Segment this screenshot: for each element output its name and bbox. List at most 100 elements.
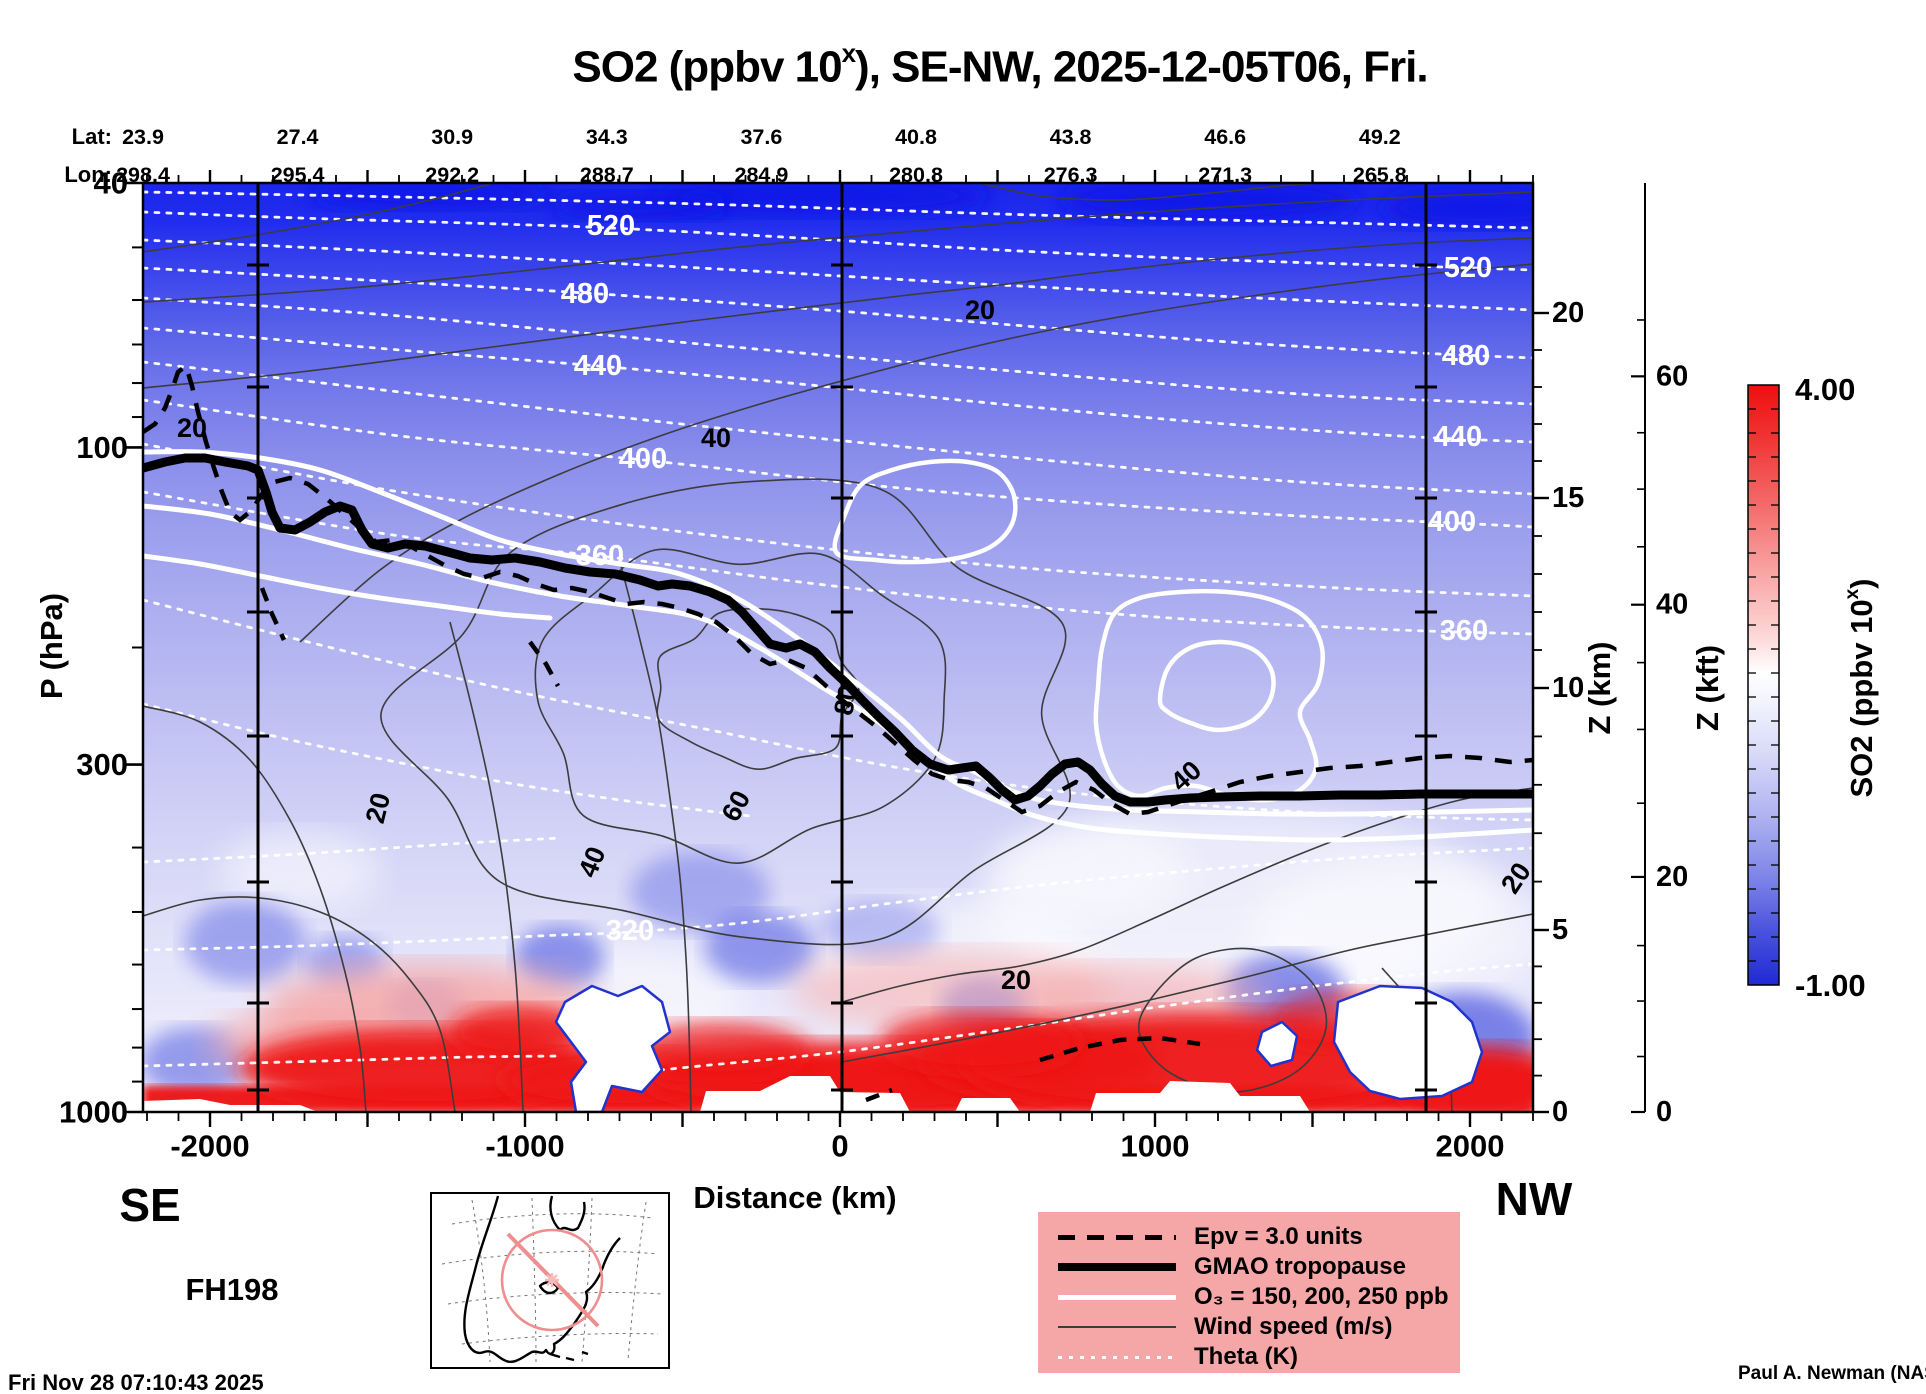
lat-value: 40.8 — [895, 125, 937, 149]
legend-item-tropopause: GMAO tropopause — [1058, 1252, 1460, 1282]
lon-value: 292.2 — [425, 163, 479, 187]
map-coastline — [463, 1195, 621, 1364]
contour-label-20: 20 — [965, 295, 995, 325]
x-tick-label: -1000 — [485, 1129, 564, 1164]
contour-label-20: 20 — [360, 790, 396, 826]
zkm-tick-label: 10 — [1552, 672, 1584, 704]
contour-label-320: 320 — [606, 915, 654, 947]
colorbar-title: SO2 (ppbv 10x) — [1841, 578, 1879, 798]
legend-item-theta: Theta (K) — [1058, 1342, 1460, 1372]
axis-tick-labels: -2000 -1000 0 1000 2000 40 100 300 1000 20 15 10 5 0 6… — [59, 125, 1688, 1164]
contour-label-400: 400 — [619, 443, 667, 475]
zkft-tick-label: 60 — [1656, 360, 1688, 392]
legend: Epv = 3.0 units GMAO tropopause O₃ = 150… — [1038, 1212, 1460, 1373]
wind-contour-loop — [656, 607, 860, 771]
red-blob — [630, 1022, 810, 1078]
terrain-cutout — [554, 984, 672, 1112]
blue-blob — [705, 913, 815, 983]
lat-value: 23.9 — [122, 125, 164, 149]
lat-value: 49.2 — [1359, 125, 1401, 149]
legend-item-ozone: O₃ = 150, 200, 250 ppb — [1058, 1282, 1460, 1312]
contour-label-80: 80 — [828, 682, 864, 718]
dark-blue-blob — [1380, 188, 1533, 228]
theta-contour — [143, 326, 1533, 444]
x-axis-title: Distance (km) — [693, 1180, 897, 1215]
ozone-contour — [143, 449, 1533, 817]
contour-labels: 520 480 440 400 360 320 520 480 440 400 360 20 40 20 8… — [177, 210, 1533, 995]
contour-label-40: 40 — [701, 423, 731, 453]
contour-label-440: 440 — [574, 350, 622, 382]
axis-ticks — [125, 170, 1646, 1127]
theta-contour — [143, 836, 562, 864]
blue-blob — [630, 852, 770, 932]
terrain-cutout — [700, 1076, 910, 1112]
wind-contour — [143, 896, 456, 1112]
dark-blue-blob — [650, 183, 990, 216]
wind-contour — [143, 183, 491, 253]
lat-value: 46.6 — [1204, 125, 1246, 149]
theta-contour — [598, 962, 1533, 1078]
contour-label-480: 480 — [561, 278, 609, 310]
lon-value: 280.8 — [889, 163, 943, 187]
terrain-cutouts — [143, 984, 1484, 1112]
section-circle — [500, 1228, 604, 1332]
lat-value: 34.3 — [586, 125, 628, 149]
zkm-tick-label: 5 — [1552, 914, 1568, 946]
zkft-tick-label: 40 — [1656, 589, 1688, 621]
ozone-contour — [143, 553, 553, 621]
ozone-contour — [143, 503, 1533, 843]
colorbar-max: 4.00 — [1795, 372, 1856, 407]
dark-blue-blob — [310, 183, 550, 209]
x-tick-label: 1000 — [1121, 1129, 1190, 1164]
theta-contour — [143, 266, 1533, 360]
lon-value: 298.4 — [116, 163, 170, 187]
contour-label-360: 360 — [576, 540, 624, 572]
wind-contour-loop — [534, 548, 947, 864]
contour-label-520: 520 — [1444, 252, 1492, 284]
tropopause-line-sample — [1058, 1263, 1176, 1271]
light-blob — [990, 820, 1190, 920]
locator-map — [430, 1192, 670, 1369]
ozone-line-sample — [1058, 1294, 1176, 1300]
wind-contour — [299, 263, 1533, 643]
terrain-cutout — [1332, 984, 1484, 1101]
contour-label-360: 360 — [1440, 615, 1488, 647]
colorbar-min: -1.00 — [1795, 968, 1866, 1003]
lon-row-label: Lon: — [64, 162, 112, 187]
lon-value: 295.4 — [271, 163, 325, 187]
epv-line-sample — [1058, 1234, 1176, 1240]
zkm-tick-label: 0 — [1552, 1096, 1568, 1128]
dark-blue-blob — [550, 192, 730, 220]
terrain-cutout — [143, 1099, 318, 1112]
theta-contour — [143, 702, 752, 818]
wind-contour — [979, 183, 1321, 201]
theta-contour — [143, 210, 1533, 272]
colorbar-ticks — [1748, 408, 1779, 962]
theta-line-sample — [1058, 1355, 1176, 1359]
zkm-tick-label: 20 — [1552, 297, 1584, 329]
contour-label-20: 20 — [1001, 965, 1031, 995]
lat-value: 30.9 — [431, 125, 473, 149]
x-tick-label: 2000 — [1436, 1129, 1505, 1164]
theta-contour — [143, 1054, 562, 1068]
blue-blob — [185, 900, 305, 984]
colorbar — [1747, 384, 1780, 986]
epv-fragment — [865, 1087, 893, 1103]
so2-filled-field — [143, 183, 1533, 1112]
contour-label-520: 520 — [587, 210, 635, 242]
blue-blob — [515, 926, 605, 990]
theta-contour — [143, 360, 1533, 496]
credit: Paul A. Newman (NASA — [1738, 1363, 1926, 1384]
lat-value: 43.8 — [1050, 125, 1092, 149]
x-tick-label: -2000 — [170, 1129, 249, 1164]
lon-value: 276.3 — [1044, 163, 1098, 187]
wind-line-sample — [1058, 1326, 1176, 1328]
light-blob — [220, 830, 380, 910]
terrain-cutout — [1255, 1020, 1299, 1068]
ozone-contour-loop — [832, 458, 1018, 565]
section-center-star — [545, 1273, 559, 1287]
contour-label-20: 20 — [177, 413, 207, 443]
pressure-axis-title: P (hPa) — [34, 592, 69, 700]
z-kft-axis-title: Z (kft) — [1690, 644, 1725, 732]
